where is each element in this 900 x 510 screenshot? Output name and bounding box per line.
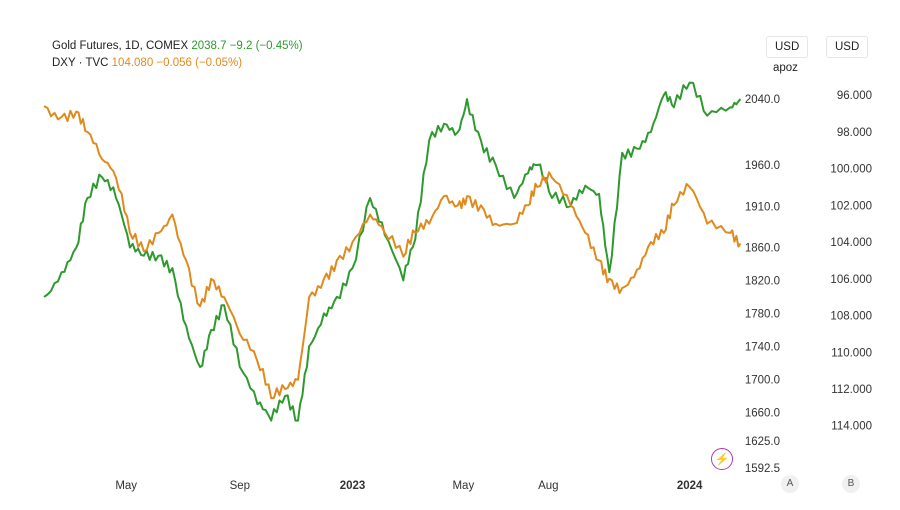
legend-gold-name: Gold Futures, 1D, COMEX bbox=[52, 40, 189, 52]
x-axis: May Sep 2023 May Aug 2024 bbox=[115, 480, 703, 492]
dxy-tick-label: 98.000 bbox=[837, 127, 872, 139]
dxy-tick-label: 114.000 bbox=[831, 421, 872, 433]
dxy-tick-label: 112.000 bbox=[831, 384, 872, 396]
legend-dxy-change: −0.056 (−0.05%) bbox=[156, 57, 243, 69]
apoz-label: apoz bbox=[773, 62, 798, 74]
dxy-tick-label: 96.000 bbox=[837, 90, 872, 102]
legend-dxy-value: 104.080 bbox=[111, 57, 154, 69]
x-tick-label: May bbox=[452, 480, 474, 492]
scale-a-button[interactable]: A bbox=[781, 475, 799, 493]
gold-tick-label: 1625.0 bbox=[745, 436, 780, 448]
gold-tick-label: 1860.0 bbox=[745, 242, 780, 254]
legend: Gold Futures, 1D, COMEX 2038.7 −9.2 (−0.… bbox=[52, 38, 303, 72]
dxy-tick-label: 108.000 bbox=[830, 311, 872, 323]
dxy-tick-label: 110.000 bbox=[831, 347, 872, 359]
x-tick-label: Aug bbox=[538, 480, 558, 492]
gold-tick-label: 2040.0 bbox=[745, 94, 780, 106]
gold-tick-label: 1700.0 bbox=[745, 374, 780, 386]
gold-tick-label: 1740.0 bbox=[745, 341, 780, 353]
lightning-icon[interactable]: ⚡ bbox=[711, 448, 733, 470]
dxy-axis: 96.000 98.000 100.000 102.000 104.000 106.000… bbox=[830, 90, 872, 433]
dxy-tick-label: 102.000 bbox=[830, 200, 872, 212]
currency-right-button[interactable]: USD bbox=[826, 36, 869, 58]
legend-gold-value: 2038.7 bbox=[191, 40, 227, 52]
gold-axis: 2040.0 1960.0 1910.0 1860.0 1820.0 1780.0 1740… bbox=[745, 94, 780, 475]
legend-dxy: DXY · TVC 104.080 −0.056 (−0.05%) bbox=[52, 55, 303, 72]
gold-tick-label: 1660.0 bbox=[745, 407, 780, 419]
legend-dxy-name: DXY · TVC bbox=[52, 57, 109, 69]
scale-b-button[interactable]: B bbox=[842, 475, 860, 493]
gold-tick-label: 1780.0 bbox=[745, 308, 780, 320]
x-tick-label: 2023 bbox=[340, 480, 366, 492]
series-group bbox=[43, 81, 742, 422]
gold-tick-label: 1592.5 bbox=[745, 463, 780, 475]
dxy-series-line bbox=[43, 105, 742, 400]
legend-gold-change: −9.2 (−0.45%) bbox=[229, 40, 303, 52]
gold-tick-label: 1820.0 bbox=[745, 275, 780, 287]
dxy-tick-label: 106.000 bbox=[830, 274, 872, 286]
legend-gold: Gold Futures, 1D, COMEX 2038.7 −9.2 (−0.… bbox=[52, 38, 303, 55]
x-tick-label: 2024 bbox=[677, 480, 703, 492]
dxy-tick-label: 104.000 bbox=[830, 237, 872, 249]
x-tick-label: May bbox=[115, 480, 137, 492]
x-tick-label: Sep bbox=[230, 480, 250, 492]
gold-series-line bbox=[43, 81, 742, 422]
dxy-tick-label: 100.000 bbox=[830, 164, 872, 176]
gold-tick-label: 1960.0 bbox=[745, 160, 780, 172]
gold-tick-label: 1910.0 bbox=[745, 201, 780, 213]
currency-left-button[interactable]: USD bbox=[766, 36, 809, 58]
